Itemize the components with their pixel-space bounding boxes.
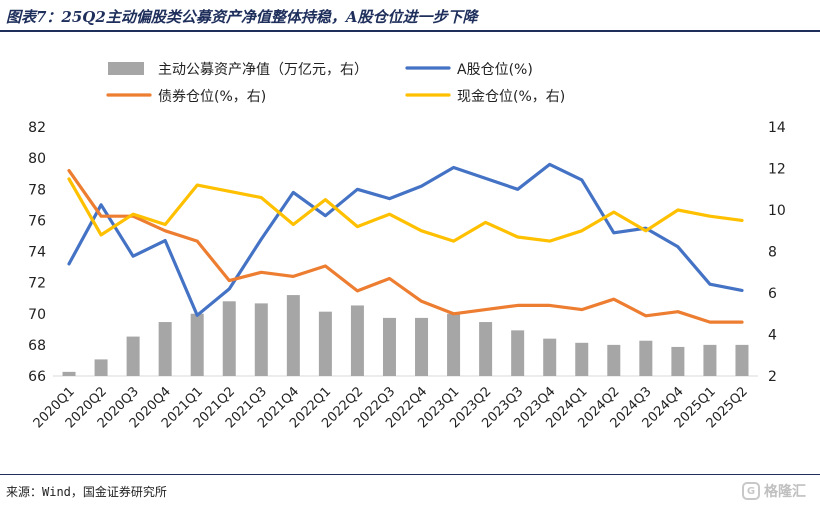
watermark: G 格隆汇 <box>742 481 806 501</box>
bar-aum-2020Q2 <box>94 359 108 376</box>
left-tick-label: 74 <box>28 245 46 261</box>
bar-aum-2021Q1 <box>190 313 204 376</box>
right-tick-label: 10 <box>768 203 786 219</box>
bar-aum-2021Q2 <box>222 301 236 376</box>
right-tick-label: 6 <box>768 286 777 302</box>
left-tick-label: 78 <box>28 182 46 198</box>
legend-label: 债券仓位(%，右) <box>158 89 266 105</box>
bar-aum-2020Q4 <box>158 322 172 376</box>
bar-aum-2023Q1 <box>447 313 461 376</box>
title-bar: 图表7：25Q2主动偏股类公募资产净值整体持稳，A股仓位进一步下降 <box>0 0 820 32</box>
right-tick-label: 8 <box>768 245 777 261</box>
equity-position-line <box>67 162 744 317</box>
bar-aum-2023Q2 <box>479 322 493 376</box>
footer-rule <box>0 474 820 475</box>
x-tick-labels: 2020Q12020Q22020Q32020Q42021Q12021Q22021… <box>31 384 751 431</box>
left-tick-label: 70 <box>28 307 46 323</box>
left-tick-label: 80 <box>28 151 46 167</box>
bar-aum-2020Q1 <box>62 371 76 376</box>
bar-aum-2024Q1 <box>575 342 589 376</box>
legend-label: 现金仓位(%，右) <box>457 89 565 105</box>
legend-label: A股仓位(%) <box>457 62 533 78</box>
bar-aum-2021Q3 <box>254 303 268 376</box>
bar-aum-2024Q2 <box>607 344 621 376</box>
legend: 主动公募资产净值（万亿元，右） A股仓位(%) 债券仓位(%，右) 现金仓位(%，右) <box>106 62 565 105</box>
left-tick-label: 76 <box>28 213 46 229</box>
bar-aum-2023Q4 <box>543 338 557 376</box>
bar-aum-2021Q4 <box>286 295 300 376</box>
right-tick-label: 12 <box>768 162 786 178</box>
left-tick-label: 82 <box>28 120 46 136</box>
watermark-text: 格隆汇 <box>764 484 806 500</box>
right-tick-label: 2 <box>768 369 777 385</box>
bar-aum-2024Q4 <box>671 346 685 376</box>
bar-aum-2022Q3 <box>382 317 396 376</box>
right-tick-label: 4 <box>768 328 777 344</box>
chart-title: 图表7：25Q2主动偏股类公募资产净值整体持稳，A股仓位进一步下降 <box>6 8 478 26</box>
bar-aum-2022Q4 <box>415 317 429 376</box>
left-tick-label: 72 <box>28 276 46 292</box>
source-note: 来源：Wind，国金证券研究所 <box>6 485 167 499</box>
line-series <box>67 162 744 324</box>
bar-aum-2023Q3 <box>511 330 525 376</box>
left-tick-label: 68 <box>28 338 46 354</box>
left-tick-label: 66 <box>28 369 46 385</box>
bar-aum-2024Q3 <box>639 340 653 376</box>
cash-position-line <box>67 177 744 243</box>
bar-aum-2020Q3 <box>126 336 140 376</box>
bar-aum-2022Q2 <box>350 305 364 376</box>
bar-series <box>62 295 749 376</box>
legend-swatch-aum <box>108 62 144 75</box>
bond-position-line <box>67 169 744 324</box>
watermark-logo-icon: G <box>742 482 760 500</box>
bar-aum-2022Q1 <box>318 311 332 376</box>
right-tick-label: 14 <box>768 120 786 136</box>
title-rule <box>0 30 820 32</box>
bar-aum-2025Q2 <box>735 344 749 376</box>
legend-label: 主动公募资产净值（万亿元，右） <box>158 62 368 78</box>
bar-aum-2025Q1 <box>703 344 717 376</box>
